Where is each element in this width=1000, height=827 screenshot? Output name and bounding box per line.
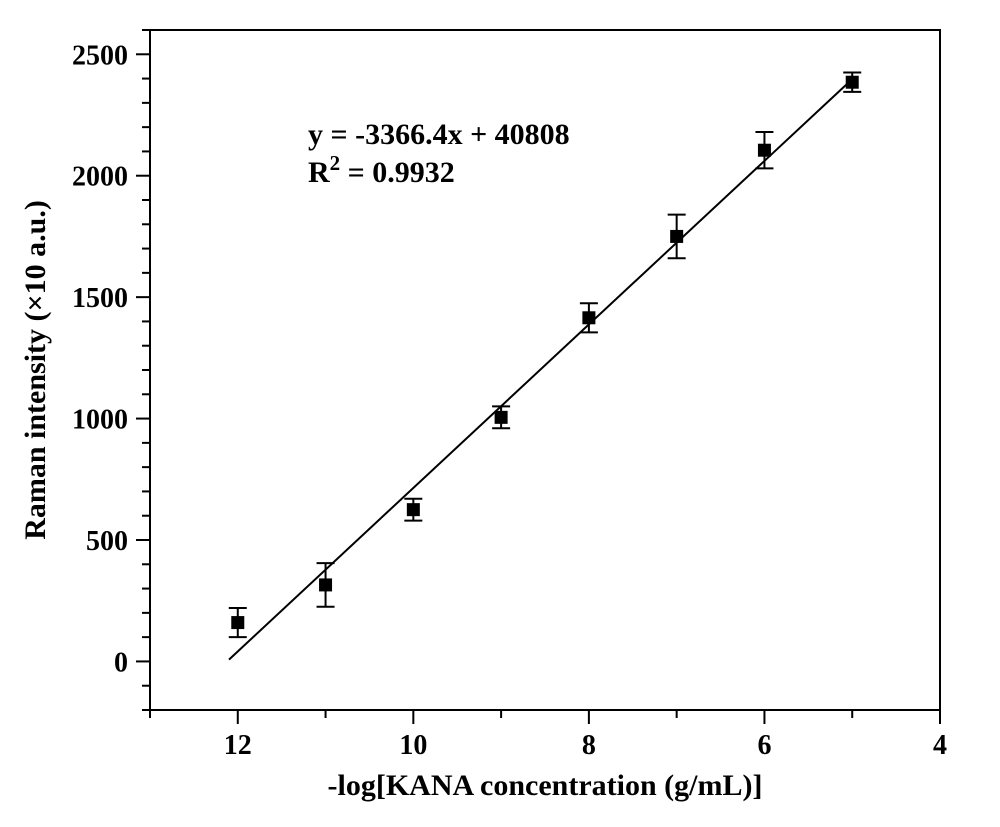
y-tick-label: 1500 xyxy=(72,283,128,314)
x-tick-label: 4 xyxy=(933,730,947,761)
data-point xyxy=(846,76,858,88)
y-tick-label: 2500 xyxy=(72,40,128,71)
x-tick-label: 8 xyxy=(582,730,596,761)
x-tick-label: 6 xyxy=(757,730,771,761)
y-tick-label: 2000 xyxy=(72,162,128,193)
scatter-chart: 4 6 8 10 12 -log[KANA concentration (g/mL)] 0 5… xyxy=(0,0,1000,827)
data-point xyxy=(232,617,244,629)
chart-container: 4 6 8 10 12 -log[KANA concentration (g/mL)] 0 5… xyxy=(0,0,1000,827)
y-tick-label: 1000 xyxy=(72,405,128,436)
x-axis-ticks: 4 6 8 10 12 xyxy=(150,710,947,761)
x-axis-title: -log[KANA concentration (g/mL)] xyxy=(328,769,763,802)
y-tick-label: 500 xyxy=(86,526,128,557)
equation-annotation: y = -3366.4x + 40808 xyxy=(308,118,570,151)
x-tick-label: 10 xyxy=(399,730,427,761)
data-point xyxy=(407,504,419,516)
y-axis-title: Raman intensity (×10 a.u.) xyxy=(19,200,52,540)
y-tick-label: 0 xyxy=(114,647,128,678)
y-axis-ticks: 0 500 1000 1500 2000 2500 xyxy=(72,30,150,710)
data-point xyxy=(320,579,332,591)
data-point xyxy=(495,411,507,423)
data-point xyxy=(758,144,770,156)
data-point xyxy=(583,312,595,324)
x-tick-label: 12 xyxy=(224,730,252,761)
data-point xyxy=(671,230,683,242)
